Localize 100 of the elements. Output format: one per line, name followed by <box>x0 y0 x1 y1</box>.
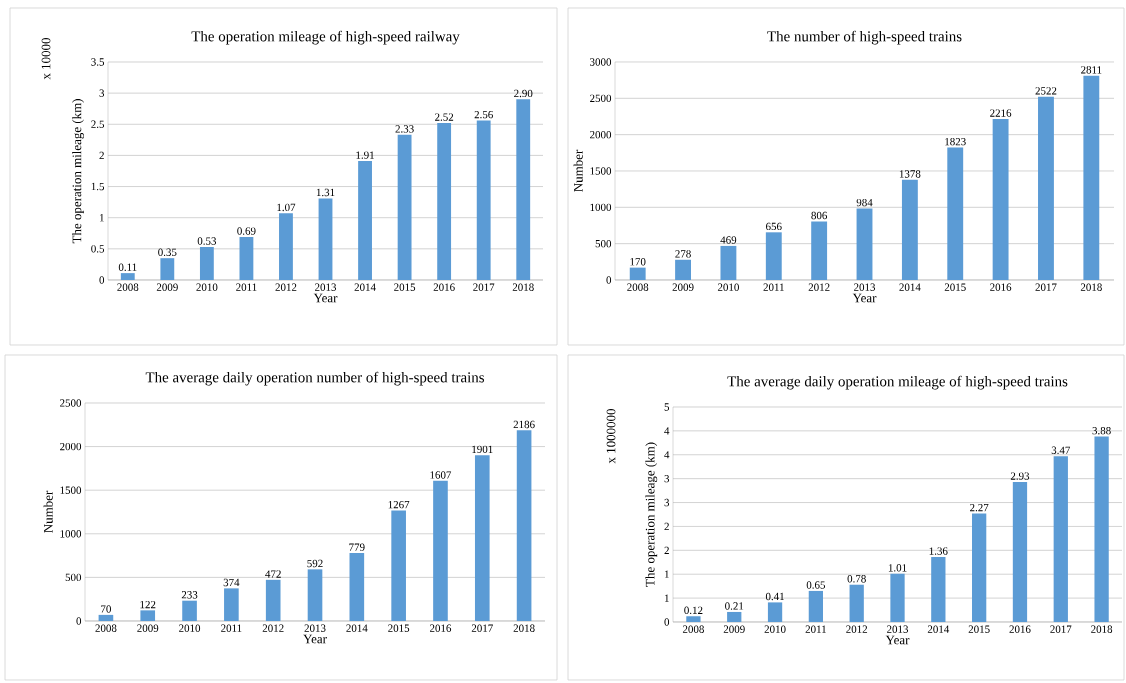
y-tick-label: 1 <box>664 570 669 578</box>
y-tick-label: 3.5 <box>91 58 105 66</box>
x-tick-label: 2012 <box>275 283 297 291</box>
data-label: 1823 <box>945 137 966 146</box>
data-label: 1378 <box>899 170 921 178</box>
bar <box>1094 436 1109 622</box>
data-label: 122 <box>140 600 156 609</box>
bar <box>856 208 873 280</box>
x-tick-label: 2014 <box>354 283 376 291</box>
text: x 1000000 <box>606 409 616 464</box>
bar <box>516 99 531 280</box>
bar <box>808 590 824 622</box>
x-tick-label: 2017 <box>473 283 495 291</box>
bar <box>675 259 691 280</box>
x-tick-label: 2010 <box>717 283 739 291</box>
x-tick-label: 2012 <box>262 624 284 632</box>
x-tick-label: 2016 <box>1009 625 1031 633</box>
y-tick-label: 0 <box>664 618 670 626</box>
x-tick-label: 2009 <box>723 625 745 633</box>
x-tick-label: 2018 <box>512 283 534 291</box>
y-tick-label: 2.5 <box>91 120 105 128</box>
data-label: 1267 <box>388 500 410 509</box>
data-label: 2.90 <box>514 89 533 98</box>
x-tick-label: 2010 <box>196 283 218 291</box>
data-label: 170 <box>630 258 646 266</box>
y-tick-label: 2 <box>664 546 669 554</box>
y-tick-label: 2000 <box>590 130 612 139</box>
bar <box>397 134 412 280</box>
y-tick-label: 500 <box>65 573 82 582</box>
x-tick-label: 2013 <box>304 624 326 632</box>
x-tick-label: 2015 <box>394 283 416 291</box>
x-tick-label: 2011 <box>236 283 257 291</box>
y-axis-title: Number <box>573 149 583 192</box>
data-label: 374 <box>223 578 240 587</box>
y-tick-label: 1000 <box>590 203 612 212</box>
y-axis-title: The operation mileage (km) <box>72 99 84 244</box>
chart-title: The number of high-speed trains <box>767 30 962 45</box>
x-tick-label: 2016 <box>433 283 455 291</box>
x-tick-label: 2017 <box>1050 625 1072 633</box>
x-tick-label: 2015 <box>944 283 966 291</box>
bar <box>358 161 372 280</box>
x-tick-label: 2015 <box>388 624 410 632</box>
x-tick-label: 2008 <box>117 283 139 291</box>
x-tick-label: 2013 <box>315 283 337 291</box>
data-label: 0.35 <box>158 248 177 256</box>
bar <box>391 510 406 621</box>
data-label: 0.41 <box>765 592 784 601</box>
y-tick-label: 0 <box>606 276 612 284</box>
data-label: 469 <box>720 236 737 244</box>
bar <box>279 213 293 280</box>
bar <box>931 557 946 622</box>
y-tick-label: 3 <box>664 474 670 483</box>
x-tick-label: 2008 <box>682 625 704 633</box>
data-label: 0.65 <box>806 581 826 589</box>
chart-title: The average daily operation mileage of high-speed trains <box>727 375 1068 390</box>
y-tick-label: 4 <box>664 427 670 435</box>
y-tick-label: 1000 <box>60 530 82 538</box>
y-tick-label: 4 <box>664 451 670 459</box>
bar <box>992 118 1009 280</box>
y-tick-label: 2000 <box>60 442 82 451</box>
data-label: 70 <box>101 605 111 613</box>
bar <box>901 179 918 280</box>
x-tick-label: 2014 <box>927 625 950 633</box>
x-axis-title: Year <box>852 293 877 303</box>
data-label: 2811 <box>1081 66 1102 74</box>
x-tick-label: 2009 <box>137 624 159 632</box>
bar <box>307 569 323 621</box>
data-label: 0.12 <box>684 606 703 615</box>
bar <box>98 614 114 621</box>
y-axis-title: The operation mileage (km) <box>645 442 658 587</box>
data-label: 3.88 <box>1092 426 1111 435</box>
data-label: 0.11 <box>118 263 137 271</box>
x-tick-label: 2018 <box>513 624 535 632</box>
y-tick-label: 5 <box>664 403 670 411</box>
bar <box>767 602 783 622</box>
x-tick-label: 2010 <box>764 625 786 633</box>
bar <box>224 588 239 621</box>
y-tick-label: 3 <box>664 498 670 507</box>
bar <box>140 610 156 621</box>
x-tick-label: 2014 <box>346 624 368 632</box>
y-tick-label: 3 <box>99 89 105 97</box>
bar <box>516 430 532 621</box>
data-label: 1.01 <box>888 564 907 572</box>
y-tick-label: 1 <box>99 214 104 222</box>
y-tick-label: 1.5 <box>91 182 105 191</box>
bar <box>182 600 197 621</box>
bar <box>1053 456 1068 622</box>
bar <box>947 147 964 280</box>
bar <box>765 232 782 280</box>
bar <box>476 120 491 280</box>
data-label: 2.33 <box>395 125 414 133</box>
y-tick-label: 2500 <box>590 94 612 103</box>
y-tick-label: 0 <box>99 276 105 284</box>
x-axis-title: Year <box>303 634 327 644</box>
x-tick-label: 2008 <box>95 624 117 632</box>
bar <box>890 573 905 622</box>
x-tick-label: 2011 <box>221 624 242 632</box>
x-tick-label: 2008 <box>627 283 649 291</box>
bar <box>349 553 365 621</box>
x-tick-label: 2009 <box>156 283 178 291</box>
